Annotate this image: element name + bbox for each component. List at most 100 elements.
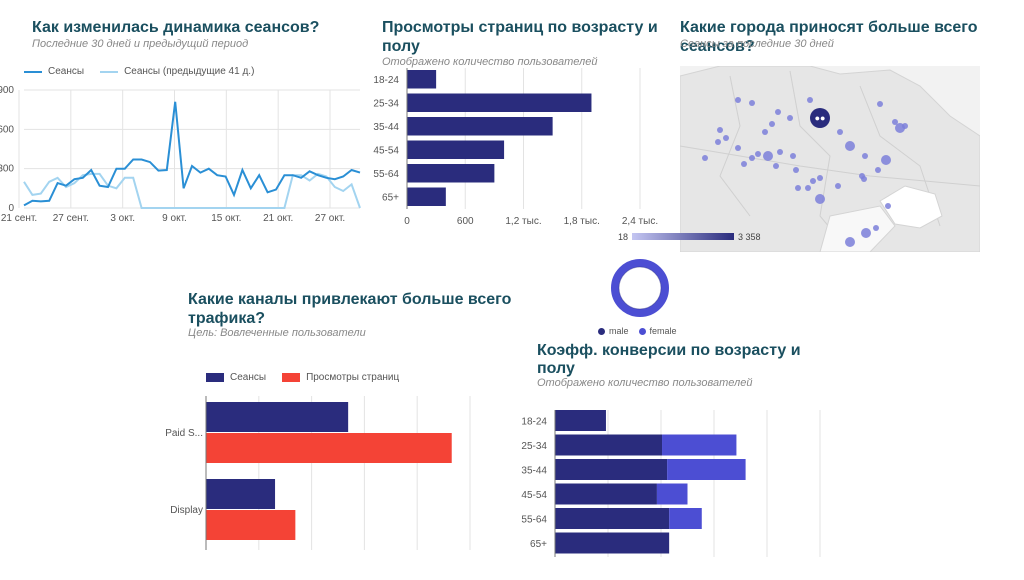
legend-male-label: male [609, 326, 629, 336]
conversion-bar-female [656, 483, 688, 505]
conversion-bar-female [662, 434, 737, 456]
city-marker [717, 127, 723, 133]
sessions-line-chart[interactable]: 0 300 600 900 21 сент. 27 сент. 3 окт. 9 окт. 15… [0, 80, 370, 232]
city-marker [749, 155, 755, 161]
legend-sessions-label: Сеансы [230, 372, 267, 383]
city-marker [877, 101, 883, 107]
city-marker [861, 228, 871, 238]
pv-category-label: 25-34 [373, 98, 399, 109]
map-canvas: ●● [680, 66, 980, 252]
pv-category-label: 18-24 [373, 75, 399, 86]
city-marker [862, 153, 868, 159]
legend-sessions-swatch [206, 373, 224, 382]
city-marker [892, 119, 898, 125]
map-region-border-4 [680, 145, 980, 187]
line-series-current [23, 101, 361, 207]
pv-category-label: 45-54 [373, 145, 399, 156]
conversion-category-label: 45-54 [521, 490, 547, 501]
legend-current-swatch [24, 70, 42, 73]
map-region-border-1 [719, 75, 751, 217]
city-marker [735, 145, 741, 151]
city-marker [735, 97, 741, 103]
gender-legend[interactable]: male female [598, 326, 693, 336]
pv-bar [407, 164, 495, 183]
pv-x-tick: 2,4 тыс. [622, 216, 658, 227]
sessions-title: Как изменилась динамика сеансов? [32, 19, 320, 36]
channels-bar-1 [206, 433, 452, 463]
city-marker [810, 108, 830, 128]
channels-bar-1 [206, 510, 296, 540]
city-marker [762, 129, 768, 135]
legend-previous-swatch [100, 70, 119, 73]
channels-subtitle: Цель: Вовлеченные пользователи [188, 327, 366, 339]
conversion-bar-male [555, 434, 663, 456]
city-marker [807, 97, 813, 103]
pv-x-tick: 600 [457, 216, 474, 227]
city-marker [777, 149, 783, 155]
pv-category-label: 35-44 [373, 122, 399, 133]
line-y-tick: 600 [0, 124, 14, 135]
city-marker [775, 109, 781, 115]
city-markers[interactable]: ●● [702, 97, 908, 247]
channels-category-label: Display [170, 505, 203, 516]
legend-previous-label: Сеансы (предыдущие 41 д.) [124, 66, 255, 77]
conversion-category-label: 65+ [530, 539, 547, 550]
city-marker [810, 178, 816, 184]
conversion-category-label: 55-64 [521, 515, 547, 526]
sessions-legend[interactable]: Сеансы Сеансы (предыдущие 41 д.) [24, 66, 270, 77]
city-marker [773, 163, 779, 169]
pv-bar [407, 70, 437, 89]
city-marker [702, 155, 708, 161]
city-marker [715, 139, 721, 145]
city-marker [837, 129, 843, 135]
legend-male-dot [598, 327, 605, 335]
map-sea [819, 205, 896, 252]
pv-x-tick: 1,2 тыс. [505, 216, 541, 227]
conversion-bar-male [555, 483, 657, 505]
city-marker [845, 141, 855, 151]
conversion-title-line2: полу [537, 360, 575, 377]
channels-title-line2: трафика? [188, 310, 266, 327]
channels-bar-0 [206, 479, 276, 509]
pv-x-tick: 0 [404, 216, 410, 227]
legend-current-label: Сеансы [48, 66, 85, 77]
line-y-tick: 300 [0, 164, 14, 175]
conversion-bar-chart[interactable]: 18-24 25-34 35-44 45-54 55-64 65+ [510, 402, 821, 557]
conversion-bar-female [669, 508, 702, 529]
channels-legend[interactable]: Сеансы Просмотры страниц [206, 372, 415, 383]
city-marker [763, 151, 773, 161]
city-marker [902, 123, 908, 129]
pv-category-label: 55-64 [373, 169, 399, 180]
city-marker [885, 203, 891, 209]
conversion-title-line1: Коэфф. конверсии по возрасту и [537, 342, 801, 359]
pageviews-title-line1: Просмотры страниц по возрасту и [382, 19, 658, 36]
city-marker [859, 173, 865, 179]
conversion-bar-male [555, 532, 670, 554]
line-y-tick: 0 [8, 203, 14, 214]
pv-bar [407, 140, 505, 159]
pv-x-tick: 1,8 тыс. [564, 216, 600, 227]
cities-map[interactable]: ●● [680, 66, 980, 252]
cities-subtitle: Сеансы за последние 30 дней [680, 38, 834, 50]
conversion-subtitle: Отображено количество пользователей [537, 377, 753, 389]
map-scale-bar [632, 233, 734, 240]
city-marker [769, 121, 775, 127]
line-x-tick: 27 окт. [315, 213, 345, 224]
city-marker [755, 151, 761, 157]
pv-category-label: 65+ [382, 192, 399, 203]
city-marker [845, 237, 855, 247]
gender-donut-chart[interactable] [600, 256, 680, 320]
city-marker [815, 194, 825, 204]
channels-category-label: Paid S... [165, 428, 203, 439]
conversion-bar-male [555, 508, 670, 529]
donut-slice-female [611, 259, 669, 317]
line-x-tick: 27 сент. [53, 213, 89, 224]
city-marker [723, 135, 729, 141]
pv-bar [407, 117, 553, 136]
channels-bar-chart[interactable]: Paid S... Display [160, 394, 480, 550]
city-marker [741, 161, 747, 167]
pageviews-bar-chart[interactable]: 0 600 1,2 тыс. 1,8 тыс. 2,4 тыс. 18-24 25-34 35… [360, 66, 660, 232]
pv-bar [407, 93, 592, 112]
conversion-bar-female [667, 459, 746, 480]
city-marker [817, 175, 823, 181]
